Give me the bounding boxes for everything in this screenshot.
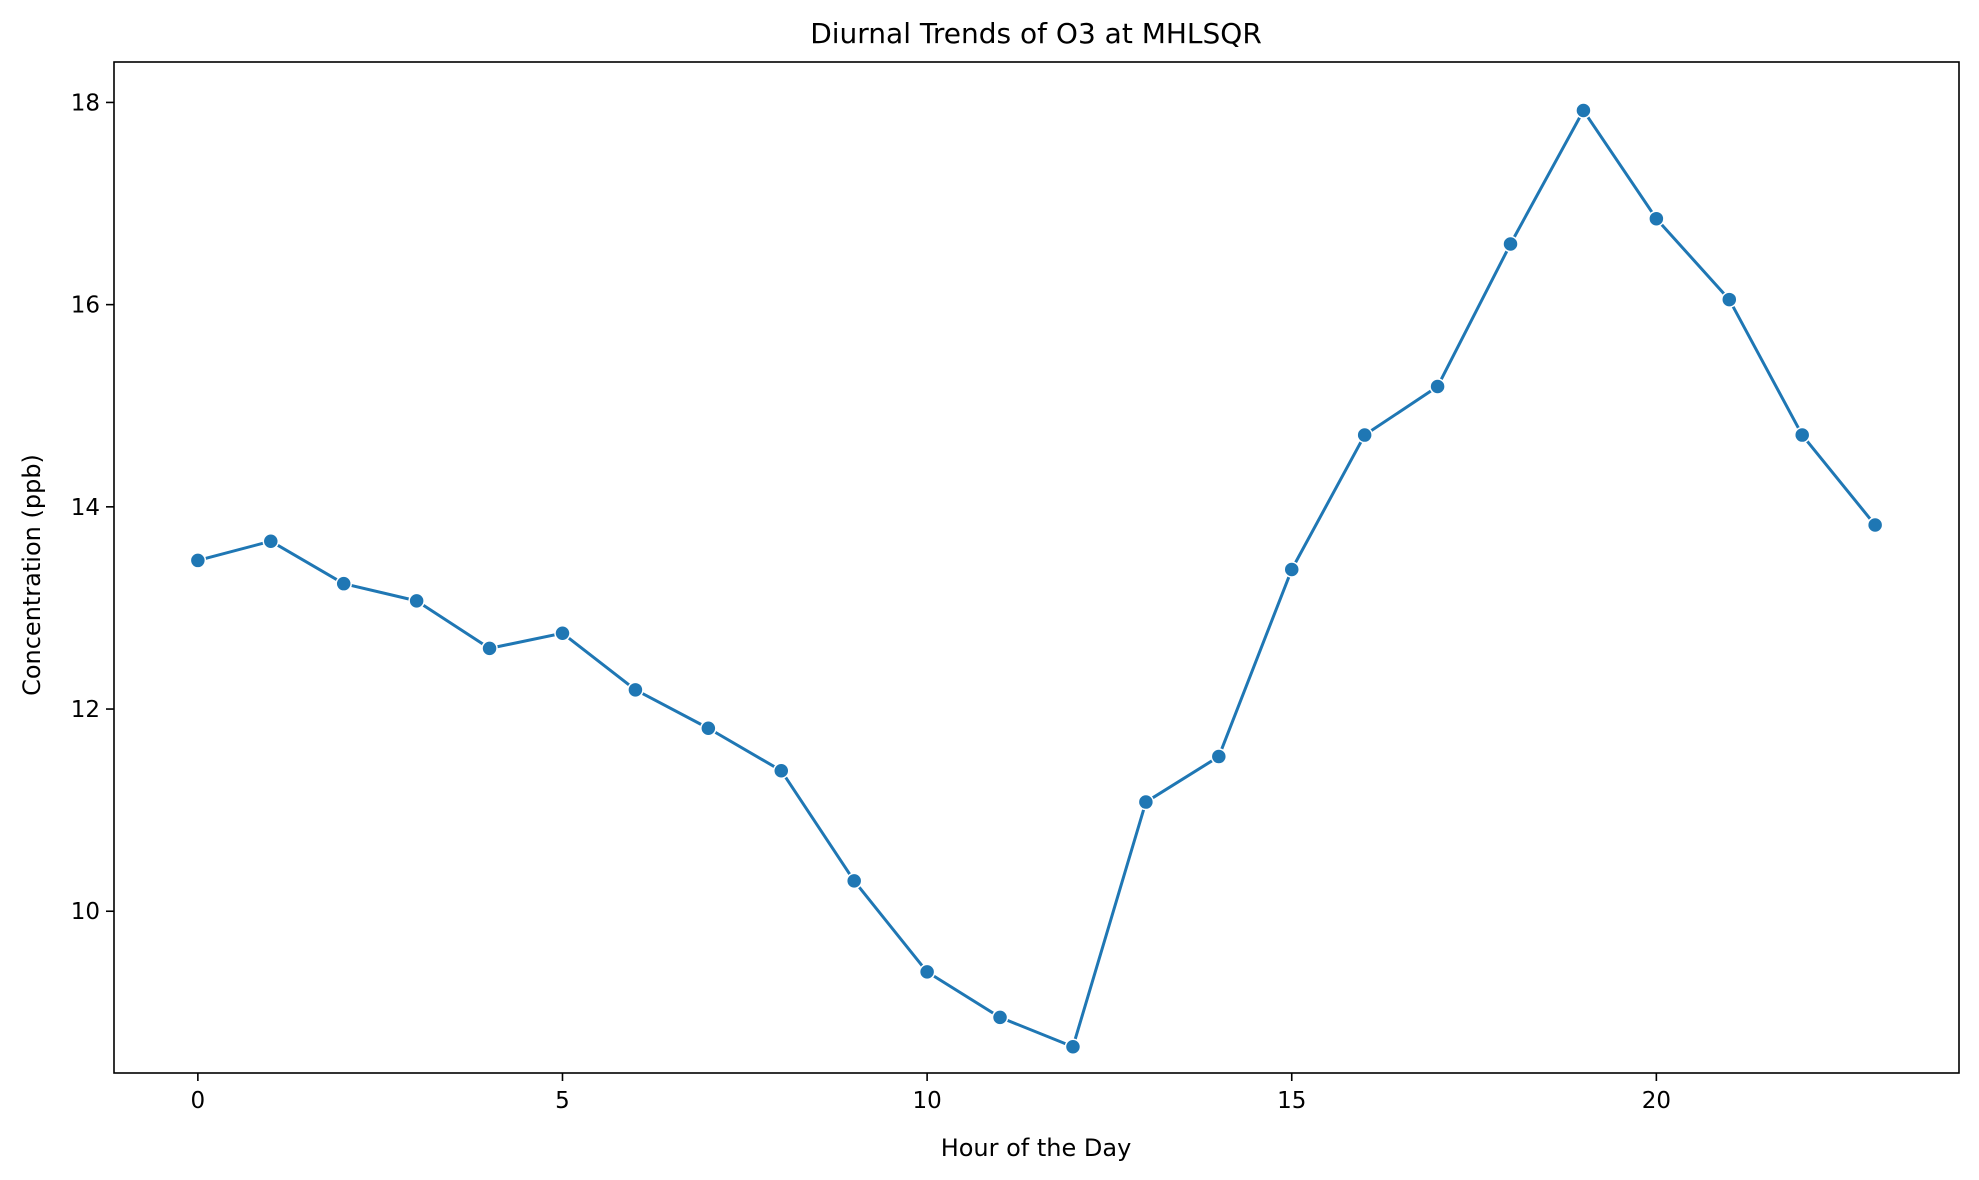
data-point — [1283, 561, 1300, 578]
data-point — [1793, 426, 1811, 444]
data-point — [408, 592, 425, 610]
y-tick-label: 12 — [71, 697, 100, 723]
data-point — [1356, 426, 1373, 444]
data-point — [1429, 378, 1446, 395]
data-point — [1648, 210, 1665, 227]
x-tick-label: 20 — [1642, 1088, 1671, 1114]
y-tick-label: 18 — [71, 90, 100, 116]
chart-title: Diurnal Trends of O3 at MHLSQR — [810, 17, 1262, 50]
series-layer — [189, 102, 1884, 1055]
x-tick-label: 10 — [912, 1088, 941, 1114]
y-axis-label: Concentration (ppb) — [18, 454, 46, 696]
data-point — [991, 1009, 1009, 1026]
ticks-layer: 0 5 10 15 20 10 12 14 16 18 — [71, 90, 1671, 1114]
data-point — [262, 532, 280, 550]
x-axis-label: Hour of the Day — [941, 1134, 1132, 1162]
data-point — [627, 681, 644, 699]
x-tick-label: 15 — [1277, 1088, 1306, 1114]
data-point — [481, 640, 498, 657]
data-point — [918, 963, 936, 981]
x-tick-label: 0 — [191, 1088, 206, 1114]
data-point — [189, 552, 207, 569]
data-point — [845, 872, 863, 890]
data-point — [1866, 516, 1884, 534]
y-tick-label: 16 — [71, 293, 100, 319]
plot-frame — [113, 61, 1960, 1074]
x-tick-label: 5 — [555, 1088, 570, 1114]
y-tick-label: 14 — [71, 495, 100, 521]
data-point — [335, 575, 352, 592]
data-point — [1721, 291, 1738, 308]
data-point — [1210, 748, 1228, 765]
data-point — [1575, 102, 1592, 119]
data-point — [1137, 793, 1155, 811]
data-point — [700, 719, 717, 737]
data-point — [773, 762, 790, 779]
series-line — [196, 109, 1877, 1049]
data-point — [554, 624, 571, 642]
data-point — [1064, 1038, 1082, 1055]
y-tick-label: 10 — [71, 899, 100, 925]
data-point — [1502, 235, 1519, 253]
